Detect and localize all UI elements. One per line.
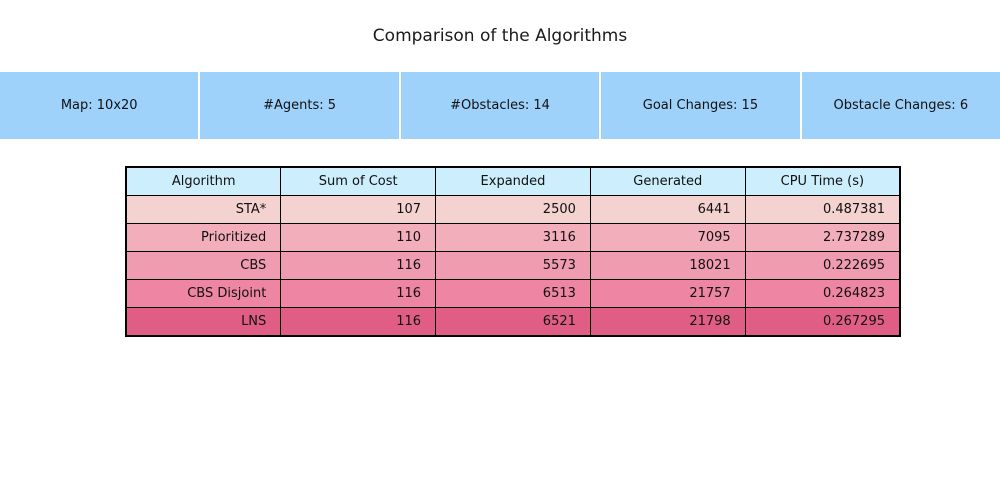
cell-cpu-time: 2.737289 [744, 223, 901, 252]
cell-sum-of-cost: 107 [280, 195, 437, 224]
cell-generated: 21798 [589, 307, 746, 337]
info-cell-obstacle-changes: Obstacle Changes: 6 [801, 72, 1000, 139]
cell-sum-of-cost: 110 [280, 223, 437, 252]
cell-generated: 6441 [589, 195, 746, 224]
cell-generated: 18021 [589, 251, 746, 280]
column-header-algorithm: Algorithm [125, 166, 282, 196]
info-cell-goal-changes: Goal Changes: 15 [601, 72, 800, 139]
table-row: LNS 116 6521 21798 0.267295 [125, 307, 901, 337]
cell-sum-of-cost: 116 [280, 279, 437, 308]
cell-algorithm: CBS [125, 251, 282, 280]
table-header-row: Algorithm Sum of Cost Expanded Generated… [125, 166, 901, 196]
info-cell-agents: #Agents: 5 [200, 72, 399, 139]
cell-sum-of-cost: 116 [280, 307, 437, 337]
column-header-sum-of-cost: Sum of Cost [280, 166, 437, 196]
cell-cpu-time: 0.222695 [744, 251, 901, 280]
cell-generated: 21757 [589, 279, 746, 308]
column-header-generated: Generated [589, 166, 746, 196]
cell-expanded: 3116 [435, 223, 591, 252]
cell-expanded: 6521 [435, 307, 591, 337]
cell-algorithm: STA* [125, 195, 282, 224]
cell-cpu-time: 0.267295 [744, 307, 901, 337]
cell-cpu-time: 0.264823 [744, 279, 901, 308]
table-row: CBS 116 5573 18021 0.222695 [125, 251, 901, 280]
parameters-info-bar: Map: 10x20 #Agents: 5 #Obstacles: 14 Goa… [0, 72, 1000, 139]
table-row: Prioritized 110 3116 7095 2.737289 [125, 223, 901, 252]
table-row: STA* 107 2500 6441 0.487381 [125, 195, 901, 224]
cell-algorithm: LNS [125, 307, 282, 337]
table-row: CBS Disjoint 116 6513 21757 0.264823 [125, 279, 901, 308]
cell-algorithm: CBS Disjoint [125, 279, 282, 308]
column-header-expanded: Expanded [435, 166, 591, 196]
cell-expanded: 6513 [435, 279, 591, 308]
algorithms-comparison-table: Algorithm Sum of Cost Expanded Generated… [125, 166, 901, 337]
cell-generated: 7095 [589, 223, 746, 252]
column-header-cpu-time: CPU Time (s) [744, 166, 901, 196]
cell-sum-of-cost: 116 [280, 251, 437, 280]
cell-algorithm: Prioritized [125, 223, 282, 252]
cell-expanded: 5573 [435, 251, 591, 280]
info-cell-obstacles: #Obstacles: 14 [400, 72, 600, 139]
cell-cpu-time: 0.487381 [744, 195, 901, 224]
info-cell-map: Map: 10x20 [0, 72, 199, 139]
figure-title: Comparison of the Algorithms [372, 26, 628, 46]
cell-expanded: 2500 [435, 195, 591, 224]
